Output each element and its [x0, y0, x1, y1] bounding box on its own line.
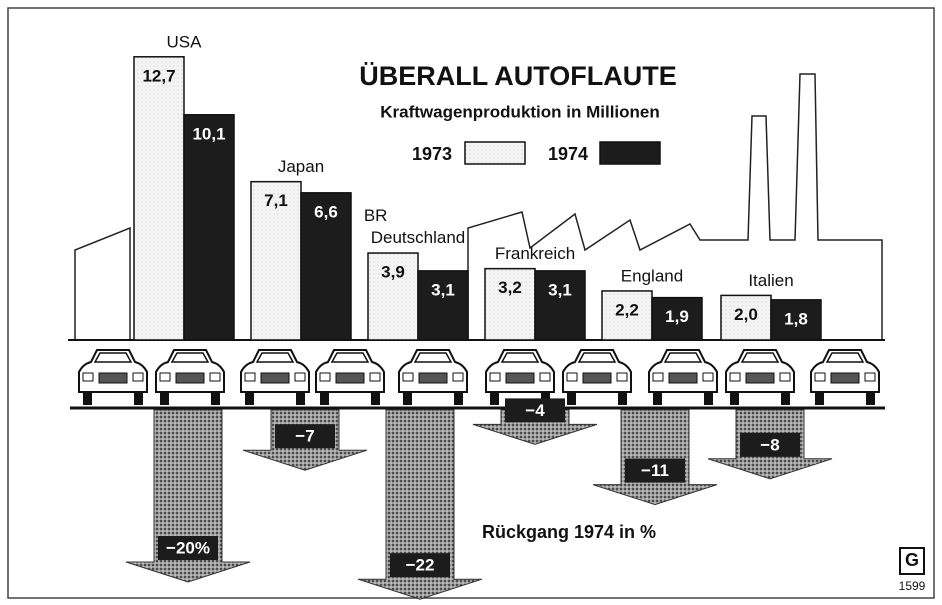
car-grille: [746, 373, 774, 383]
category-label: England: [621, 266, 683, 285]
chart: ÜBERALL AUTOFLAUTE Kraftwagenproduktion …: [0, 0, 942, 605]
car-grille: [261, 373, 289, 383]
car-light: [730, 373, 740, 381]
car-light: [133, 373, 143, 381]
car-light: [703, 373, 713, 381]
car-window: [665, 353, 701, 362]
value-label: 3,1: [548, 280, 572, 299]
decline-label: −22: [406, 556, 435, 575]
car-wheel: [245, 392, 254, 405]
category-label: Italien: [748, 271, 793, 290]
car-wheel: [403, 392, 412, 405]
annotation: Rückgang 1974 in %: [482, 522, 656, 542]
car-wheel: [296, 392, 305, 405]
decline-label: −11: [641, 461, 669, 480]
category-label: BR Deutschland: [364, 207, 465, 248]
car-window: [257, 353, 293, 362]
decline-label: −20%: [166, 538, 210, 557]
car-grille: [583, 373, 611, 383]
car-window: [502, 353, 538, 362]
car-light: [160, 373, 170, 381]
car-light: [370, 373, 380, 381]
car-wheel: [781, 392, 790, 405]
car-light: [653, 373, 663, 381]
car-wheel: [653, 392, 662, 405]
car-grille: [669, 373, 697, 383]
car-grille: [99, 373, 127, 383]
car-light: [453, 373, 463, 381]
car-light: [320, 373, 330, 381]
chart-title: ÜBERALL AUTOFLAUTE: [359, 61, 677, 91]
car-light: [245, 373, 255, 381]
value-label: 3,1: [431, 280, 455, 299]
car-light: [865, 373, 875, 381]
value-label: 2,0: [734, 305, 758, 324]
decline-label: −8: [760, 435, 779, 454]
category-label: Frankreich: [495, 244, 575, 263]
car-window: [95, 353, 131, 362]
badge: 1599: [899, 579, 926, 593]
value-label: 7,1: [264, 191, 288, 210]
value-label: 1,9: [665, 307, 689, 326]
car-light: [295, 373, 305, 381]
cars: [79, 350, 879, 405]
car-wheel: [490, 392, 499, 405]
value-label: 2,2: [615, 300, 639, 319]
car-light: [403, 373, 413, 381]
decline-label: −7: [295, 427, 314, 446]
value-label: 6,6: [314, 202, 338, 221]
car-grille: [176, 373, 204, 383]
car-window: [415, 353, 451, 362]
decline-arrow: [593, 410, 717, 505]
car-wheel: [618, 392, 627, 405]
value-label: 12,7: [142, 66, 175, 85]
car-window: [332, 353, 368, 362]
car-wheel: [320, 392, 329, 405]
car-wheel: [134, 392, 143, 405]
decline-label: −4: [525, 401, 545, 420]
car-grille: [506, 373, 534, 383]
car-light: [567, 373, 577, 381]
car-wheel: [567, 392, 576, 405]
legend-label: 1973: [412, 144, 452, 164]
value-label: 3,2: [498, 278, 522, 297]
car-wheel: [815, 392, 824, 405]
car-light: [210, 373, 220, 381]
car-grille: [419, 373, 447, 383]
car-light: [540, 373, 550, 381]
car-wheel: [371, 392, 380, 405]
car-grille: [336, 373, 364, 383]
bar: [184, 115, 234, 340]
category-label: USA: [167, 32, 203, 51]
car-wheel: [704, 392, 713, 405]
car-wheel: [160, 392, 169, 405]
car-light: [780, 373, 790, 381]
car-wheel: [83, 392, 92, 405]
car-light: [815, 373, 825, 381]
car-light: [490, 373, 500, 381]
factory: [75, 228, 130, 340]
bar: [134, 57, 184, 340]
car-wheel: [211, 392, 220, 405]
car-light: [617, 373, 627, 381]
car-wheel: [454, 392, 463, 405]
car-grille: [831, 373, 859, 383]
car-light: [83, 373, 93, 381]
logo-mark: G: [905, 550, 919, 570]
legend-swatch: [465, 142, 525, 164]
car-wheel: [730, 392, 739, 405]
value-label: 3,9: [381, 263, 405, 282]
car-window: [579, 353, 615, 362]
value-label: 1,8: [784, 309, 808, 328]
car-window: [172, 353, 208, 362]
category-label: Japan: [278, 157, 324, 176]
value-label: 10,1: [192, 124, 225, 143]
car-wheel: [866, 392, 875, 405]
car-window: [742, 353, 778, 362]
chart-subtitle: Kraftwagenproduktion in Millionen: [380, 102, 660, 121]
legend-swatch: [600, 142, 660, 164]
legend-label: 1974: [548, 144, 588, 164]
car-window: [827, 353, 863, 362]
